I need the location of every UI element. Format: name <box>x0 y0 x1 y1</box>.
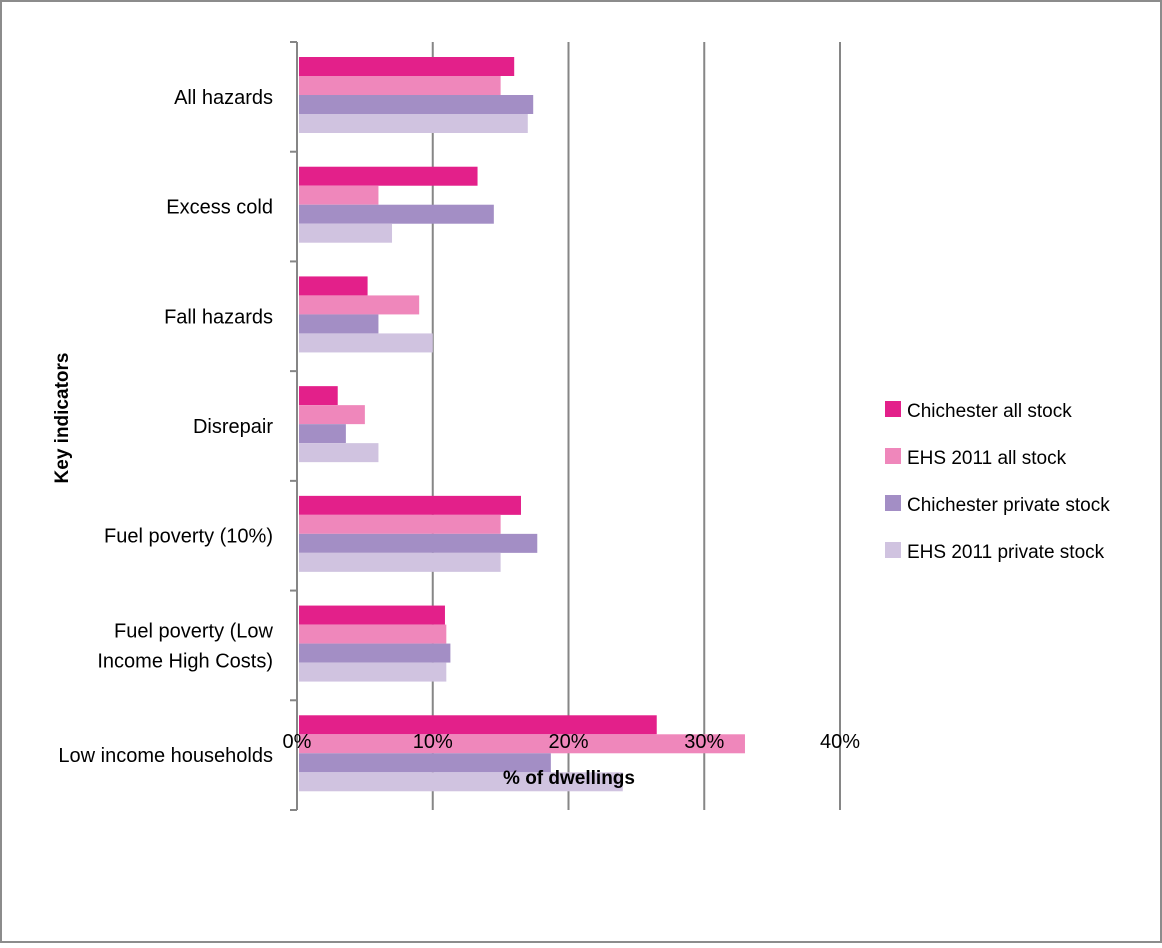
bar <box>299 405 365 425</box>
x-tick-label: 30% <box>684 731 724 753</box>
category-label: Disrepair <box>193 416 273 438</box>
bar <box>299 753 551 773</box>
bar <box>299 514 501 534</box>
bar <box>299 166 478 186</box>
bar <box>299 314 379 334</box>
category-label: All hazards <box>174 87 273 109</box>
bar <box>299 533 538 553</box>
bar <box>299 443 379 463</box>
bar <box>299 605 445 625</box>
legend-swatch <box>885 542 901 558</box>
bar <box>299 734 745 754</box>
y-axis-title: Key indicators <box>52 353 73 484</box>
legend: Chichester all stock EHS 2011 all stock Ch… <box>885 401 1110 563</box>
bar <box>299 114 528 133</box>
x-tick-labels: 0% 10% 20% 30% 40% <box>283 731 861 753</box>
bar <box>299 95 534 114</box>
bar <box>299 386 338 406</box>
bar <box>299 643 451 663</box>
bar <box>299 715 657 735</box>
legend-label: Chichester private stock <box>907 495 1110 516</box>
bar <box>299 424 346 444</box>
bar <box>299 76 501 95</box>
bar <box>299 57 515 76</box>
bars <box>299 57 745 792</box>
bar <box>299 552 501 572</box>
x-tick-label: 0% <box>283 731 312 753</box>
bar <box>299 185 379 205</box>
legend-swatch <box>885 401 901 417</box>
category-label: Fuel poverty (Low <box>114 620 274 642</box>
bar <box>299 204 494 224</box>
legend-swatch <box>885 495 901 511</box>
category-label: Income High Costs) <box>97 650 273 672</box>
category-label: Excess cold <box>166 197 273 219</box>
category-label: Fall hazards <box>164 306 273 328</box>
category-label: Low income households <box>58 745 273 767</box>
bar <box>299 495 521 515</box>
x-tick-label: 20% <box>548 731 588 753</box>
bar <box>299 223 393 243</box>
bar <box>299 624 447 644</box>
bar <box>299 662 447 682</box>
legend-label: EHS 2011 private stock <box>907 542 1105 563</box>
legend-label: Chichester all stock <box>907 401 1072 422</box>
x-tick-label: 10% <box>413 731 453 753</box>
axes <box>290 41 298 811</box>
category-labels: All hazards Excess cold Fall hazards Disrep… <box>58 87 273 767</box>
gridlines <box>431 42 841 810</box>
x-tick-label: 40% <box>820 731 860 753</box>
category-label: Fuel poverty (10%) <box>104 526 273 548</box>
bar <box>299 772 623 792</box>
legend-label: EHS 2011 all stock <box>907 448 1067 469</box>
x-axis-title: % of dwellings <box>503 768 635 789</box>
legend-swatch <box>885 448 901 464</box>
bar <box>299 333 433 353</box>
bar <box>299 276 368 296</box>
bar <box>299 295 420 315</box>
